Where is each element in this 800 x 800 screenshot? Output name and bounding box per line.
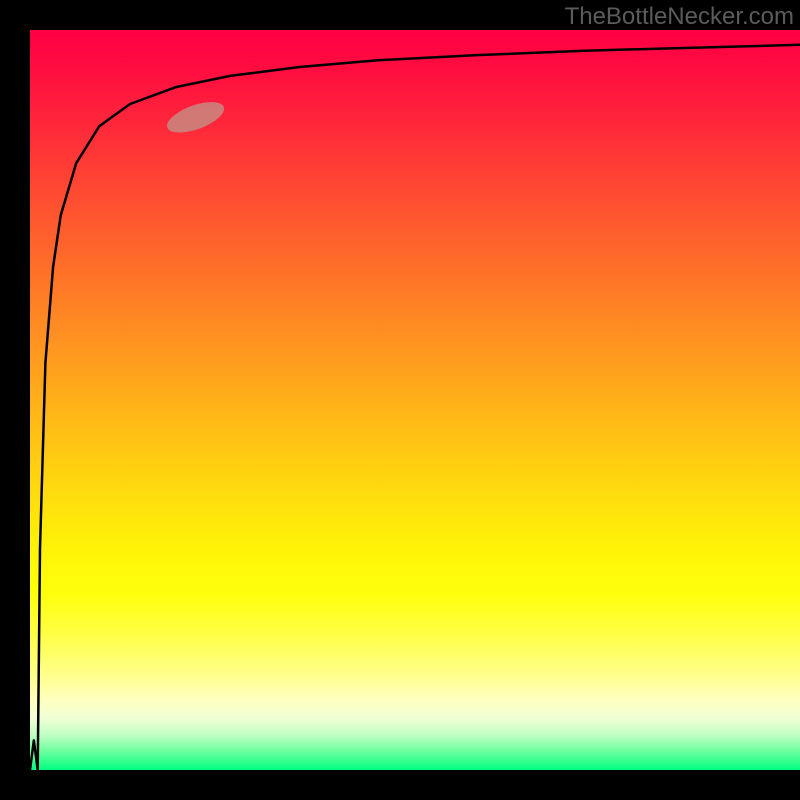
watermark-text: TheBottleNecker.com xyxy=(565,3,794,31)
plot-background xyxy=(30,30,800,770)
plot-svg xyxy=(0,0,800,800)
x-axis-strip xyxy=(0,770,800,800)
y-axis-strip xyxy=(0,0,30,800)
figure-canvas: TheBottleNecker.com xyxy=(0,0,800,800)
